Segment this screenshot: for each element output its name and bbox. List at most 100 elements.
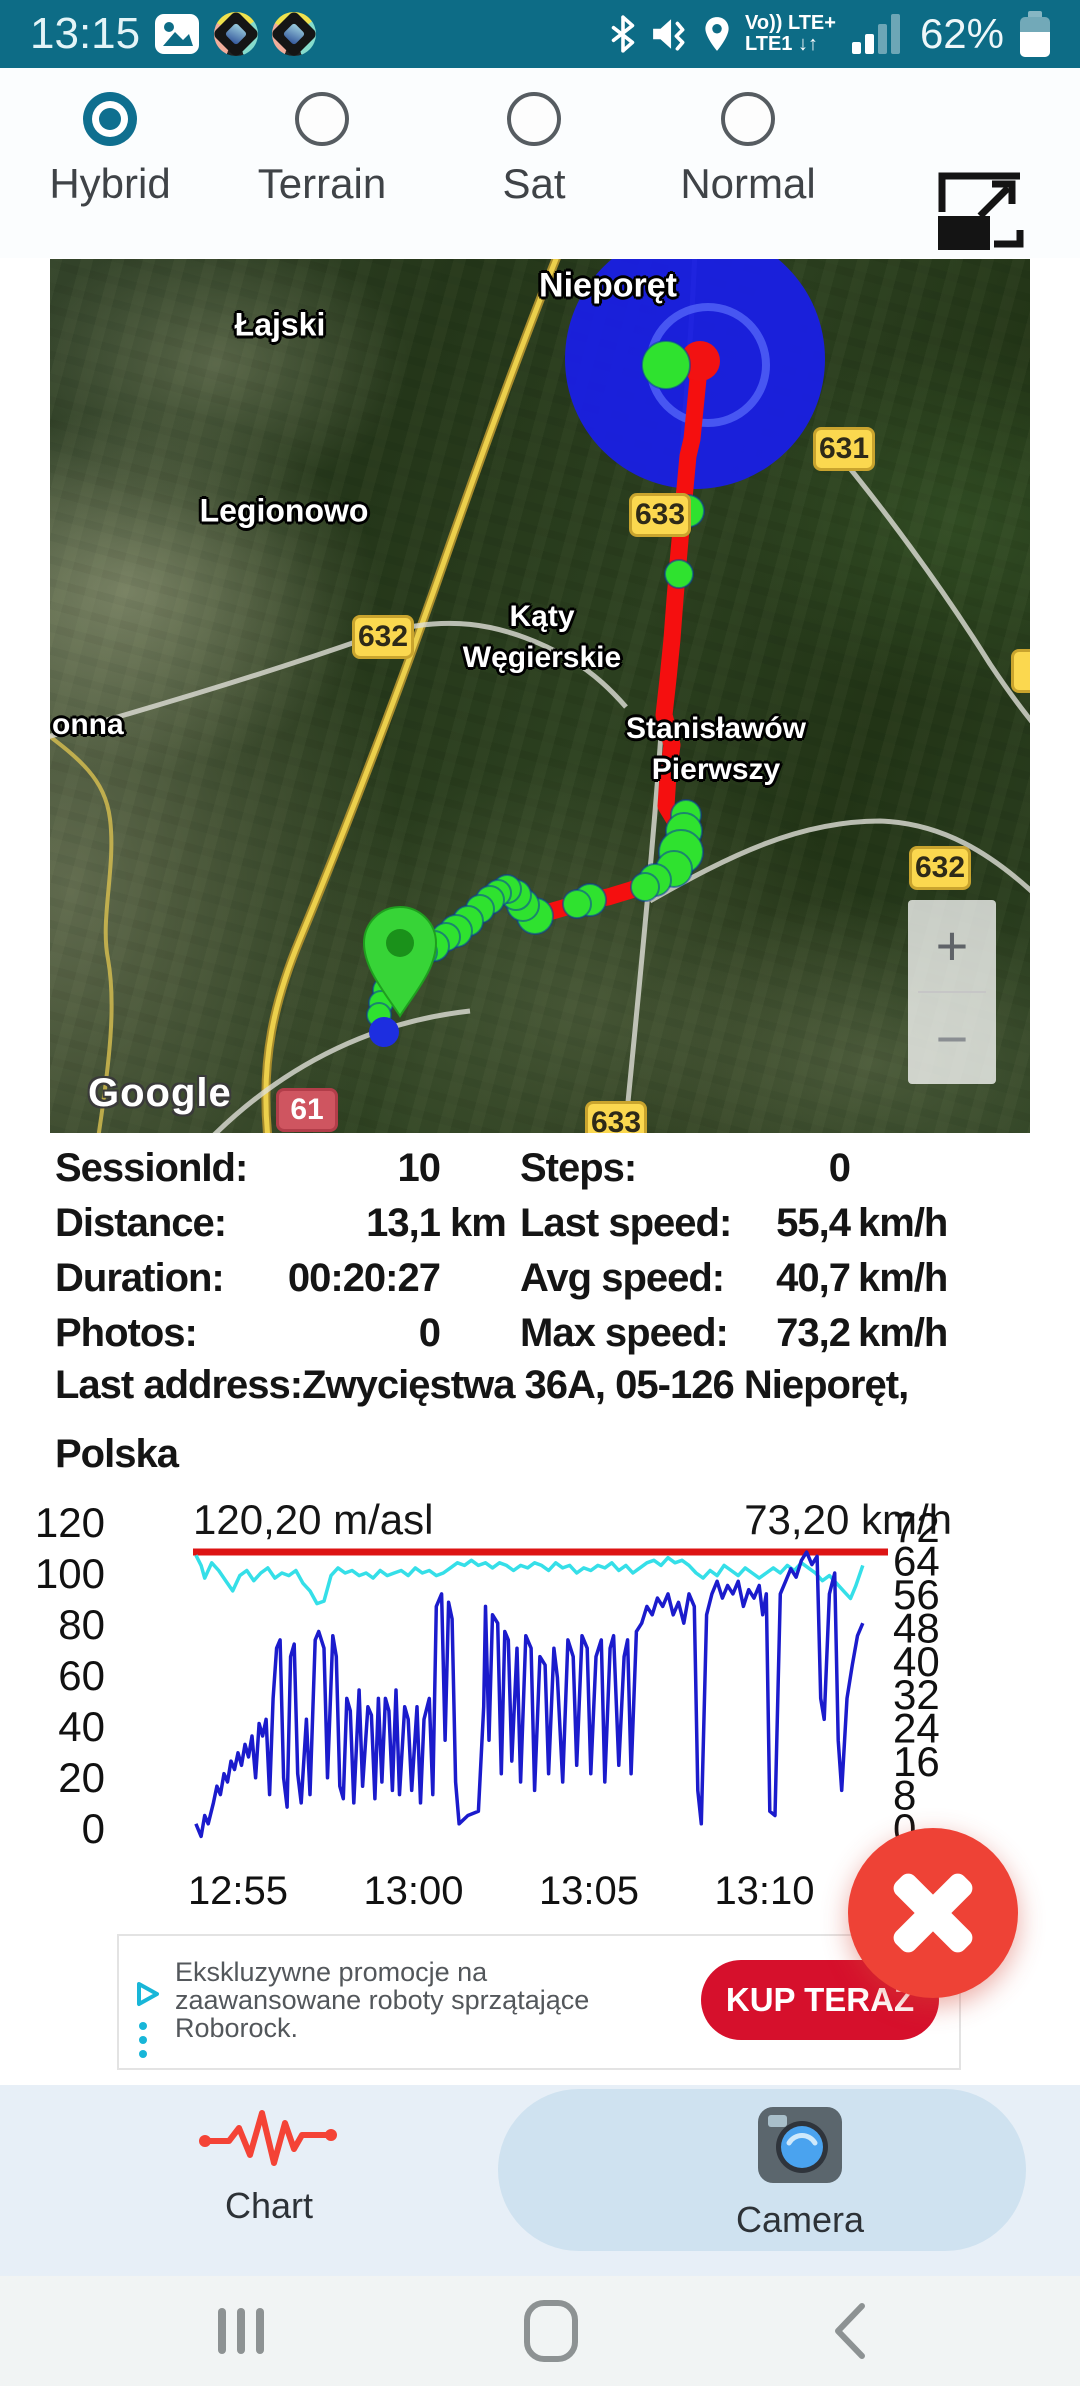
google-map-satellite-view[interactable]: 631 633 632 632 6 61 633 Nieporęt Łajski Legionow…: [50, 259, 1030, 1133]
home-button[interactable]: [523, 2299, 579, 2363]
bottom-navigation: Chart Camera: [0, 2085, 1080, 2276]
start-pin: [362, 906, 438, 1018]
svg-text:32: 32: [893, 1671, 940, 1718]
battery-percent: 62%: [919, 10, 1004, 57]
session-stats: SessionId: 10 Steps: 0 Distance: 13,1 km…: [0, 1140, 1080, 1480]
map-place-label: Nieporęt: [539, 266, 677, 305]
stat-label: Photos:: [55, 1311, 198, 1355]
ad-text-line: Ekskluzywne promocje na: [175, 1957, 488, 1987]
tab-chart-label: Chart: [224, 2185, 314, 2226]
svg-text:60: 60: [58, 1652, 105, 1699]
stat-label: Max speed:: [520, 1311, 729, 1355]
road-badge: 632: [352, 615, 414, 659]
bluetooth-icon: [611, 15, 635, 53]
tab-camera[interactable]: Camera: [700, 2085, 900, 2241]
stat-unit: km/h: [858, 1201, 948, 1245]
zoom-out-button[interactable]: −: [935, 1007, 969, 1070]
ad-banner[interactable]: Ekskluzywne promocje na zaawansowane rob…: [117, 1934, 961, 2070]
stat-label: Distance:: [55, 1201, 227, 1245]
stat-value: Zwycięstwa 36A, 05-126 Nieporęt,: [302, 1363, 909, 1407]
radio-icon[interactable]: [295, 92, 349, 146]
stats-row: Distance: 13,1 km Last speed: 55,4 km/h: [0, 1201, 1080, 1253]
back-button[interactable]: [830, 2301, 870, 2361]
stat-value: 40,7: [776, 1256, 851, 1300]
network-type-indicator: Vo)) LTE+ LTE1 ↓↑: [745, 12, 836, 55]
google-logo: Google: [88, 1071, 232, 1115]
stats-row: Duration: 00:20:27 Avg speed: 40,7 km/h: [0, 1256, 1080, 1308]
satellite-texture: [50, 259, 1030, 1133]
svg-text:8: 8: [893, 1772, 916, 1819]
clock: 13:15: [30, 9, 141, 58]
altitude-series-line: [194, 1554, 865, 1606]
map-type-label: Normal: [680, 160, 816, 207]
svg-text:73,20 km/h: 73,20 km/h: [744, 1496, 952, 1543]
stats-row: Photos: 0 Max speed: 73,2 km/h: [0, 1311, 1080, 1363]
mute-vibrate-icon: [653, 19, 685, 51]
map-zoom-control: + −: [908, 900, 996, 1084]
stat-label: Avg speed:: [520, 1256, 725, 1300]
tab-camera-label: Camera: [735, 2199, 865, 2240]
recent-apps-button[interactable]: [210, 2303, 272, 2359]
app-notification-icon: [272, 12, 317, 56]
map-type-label: Hybrid: [49, 160, 171, 207]
close-ad-button[interactable]: [848, 1828, 1018, 1998]
buy-now-button[interactable]: KUP TERAZ: [701, 1960, 939, 2040]
last-address-country: Polska: [55, 1432, 179, 1476]
map-type-label: Sat: [502, 160, 566, 207]
map-type-normal[interactable]: Normal: [638, 68, 858, 208]
stat-value: 00:20:27: [287, 1256, 441, 1300]
app-notification-icon: [214, 12, 259, 56]
svg-text:120: 120: [35, 1499, 105, 1546]
svg-text:20: 20: [58, 1754, 105, 1801]
stat-label: Steps:: [520, 1146, 637, 1190]
stat-value: 0: [828, 1146, 851, 1190]
stat-unit: km: [450, 1201, 507, 1245]
svg-text:56: 56: [893, 1571, 940, 1618]
map-place-label: Stanisławów: [625, 712, 807, 745]
status-bar-left: 13:15: [30, 9, 317, 59]
ad-choices-icon[interactable]: [133, 1980, 163, 2060]
zoom-control-divider: [918, 991, 986, 993]
svg-text:100: 100: [35, 1550, 105, 1597]
map-place-label: Legionowo: [199, 492, 369, 529]
road-badge: 633: [585, 1101, 647, 1133]
stat-value: 13,1: [366, 1201, 441, 1245]
map-place-label: Łajski: [234, 306, 326, 343]
tab-chart[interactable]: Chart: [169, 2085, 369, 2227]
map-place-label: Kąty: [509, 600, 575, 633]
map-type-selector: Hybrid Terrain Sat Normal Zoom: [0, 68, 1080, 301]
svg-text:13:00: 13:00: [363, 1869, 463, 1913]
map-label-layer: 631 633 632 632 6 61 633 Nieporęt Łajski Legionow…: [50, 259, 1030, 1133]
map-place-label: onna: [52, 708, 124, 741]
radio-selected-icon[interactable]: [83, 92, 137, 146]
system-navigation-bar: [0, 2276, 1080, 2386]
svg-text:120,20 m/asl: 120,20 m/asl: [193, 1496, 433, 1543]
radio-icon[interactable]: [721, 92, 775, 146]
ad-text-line: zaawansowane roboty sprzątające: [175, 1985, 590, 2015]
svg-text:0: 0: [82, 1805, 105, 1852]
stat-label: Last speed:: [520, 1201, 732, 1245]
svg-text:24: 24: [893, 1705, 940, 1752]
map-type-terrain[interactable]: Terrain: [212, 68, 432, 208]
expand-zoom-icon: [938, 172, 1024, 250]
stat-label: SessionId:: [55, 1146, 248, 1190]
stat-unit: km/h: [858, 1311, 948, 1355]
battery-icon: [1020, 11, 1050, 57]
stat-unit: km/h: [858, 1256, 948, 1300]
zoom-in-button[interactable]: +: [935, 914, 969, 977]
svg-text:13:10: 13:10: [714, 1869, 814, 1913]
signal-strength-icon: [851, 14, 900, 54]
map-type-sat[interactable]: Sat: [424, 68, 644, 208]
stat-value: 0: [418, 1311, 441, 1355]
svg-text:40: 40: [58, 1703, 105, 1750]
map-place-label: Węgierskie: [462, 641, 622, 674]
map-type-hybrid[interactable]: Hybrid: [0, 68, 220, 208]
ad-text: Ekskluzywne promocje na zaawansowane rob…: [175, 1958, 589, 2042]
radio-icon[interactable]: [507, 92, 561, 146]
stat-value: 55,4: [776, 1201, 851, 1245]
stat-value: 73,2: [776, 1311, 851, 1355]
svg-text:64: 64: [893, 1537, 940, 1584]
stat-label: Last address:: [55, 1363, 303, 1407]
stats-row: SessionId: 10 Steps: 0: [0, 1146, 1080, 1198]
